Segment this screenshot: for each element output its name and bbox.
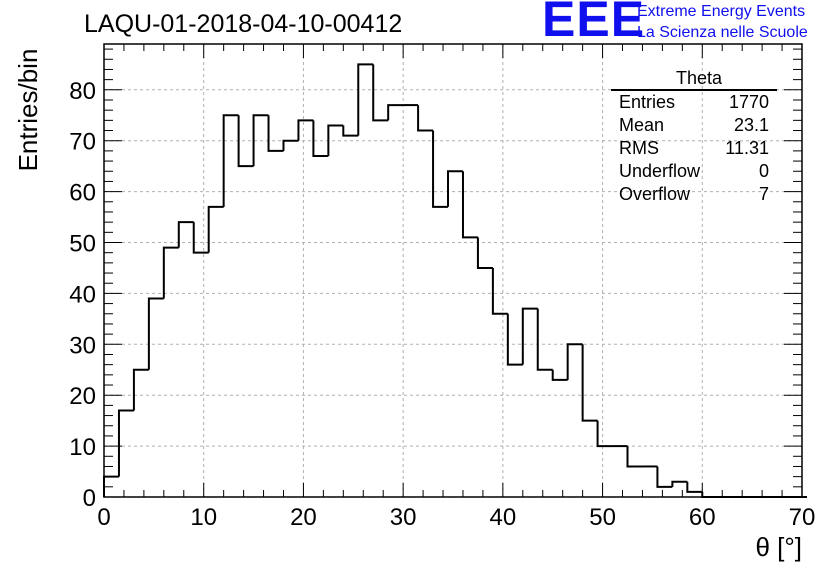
stats-box: Theta Entries 1770 Mean 23.1 RMS 11.31 U… — [611, 68, 777, 206]
x-tick-label: 30 — [390, 504, 417, 531]
histogram-bin — [551, 369, 568, 381]
histogram-bin — [536, 308, 553, 371]
histogram-bin — [222, 114, 239, 207]
histogram-bin — [207, 205, 224, 253]
stats-row-underflow: Underflow 0 — [611, 160, 777, 183]
histogram-bin — [192, 222, 209, 254]
histogram-bin — [566, 343, 583, 380]
histogram-bin — [476, 237, 493, 269]
histogram-bin — [387, 104, 404, 121]
y-tick-label: 30 — [69, 332, 96, 359]
stats-title: Theta — [611, 68, 777, 91]
histogram-bin — [417, 105, 434, 132]
histogram-bin — [581, 344, 598, 422]
stats-value: 7 — [758, 184, 769, 204]
stats-value: 1770 — [728, 92, 769, 112]
histogram-bin — [432, 130, 449, 208]
eee-logo: EEE — [542, 0, 646, 47]
y-tick-label: 80 — [69, 78, 96, 105]
histogram-bin — [117, 409, 134, 477]
histogram-bin — [252, 114, 269, 167]
histogram-bin — [147, 297, 164, 370]
stats-label: Underflow — [619, 161, 701, 181]
histogram-bin — [267, 115, 284, 152]
stats-row-rms: RMS 11.31 — [611, 137, 777, 160]
histogram-bin — [237, 115, 254, 168]
y-tick-label: 50 — [69, 231, 96, 258]
stats-label: Entries — [619, 92, 676, 112]
chart-title: LAQU-01-2018-04-10-00412 — [84, 10, 403, 38]
x-axis-label: θ [°] — [755, 532, 802, 562]
histogram-bin — [342, 125, 359, 137]
x-tick-label: 70 — [789, 504, 816, 531]
y-tick-labels: 0 10 20 30 40 50 60 70 80 — [69, 78, 96, 512]
histogram-bin — [596, 420, 613, 448]
histogram-bin — [162, 246, 179, 299]
y-tick-label: 0 — [83, 485, 96, 512]
axis-ticks — [103, 44, 803, 498]
plot-frame — [103, 43, 803, 498]
logo-line-2: La Scienza nelle Scuole — [637, 24, 808, 41]
stats-label: Mean — [619, 115, 665, 135]
y-tick-label: 10 — [69, 434, 96, 461]
x-tick-label: 0 — [97, 504, 110, 531]
grid-lines — [104, 44, 802, 497]
stats-row-mean: Mean 23.1 — [611, 114, 777, 137]
y-tick-label: 70 — [69, 129, 96, 156]
histogram-bin — [372, 64, 389, 122]
histogram-bin — [701, 491, 718, 498]
histogram-bin — [521, 307, 538, 365]
y-tick-label: 20 — [69, 383, 96, 410]
stats-label: Overflow — [619, 184, 691, 204]
histogram-bin — [357, 63, 374, 136]
histogram-bin — [626, 446, 643, 468]
y-tick-label: 40 — [69, 281, 96, 308]
x-tick-label: 60 — [689, 504, 716, 531]
x-tick-label: 20 — [290, 504, 317, 531]
stats-value: 11.31 — [725, 138, 769, 158]
histogram-bin — [297, 119, 314, 141]
x-tick-label: 40 — [490, 504, 517, 531]
histogram-bars — [103, 63, 807, 498]
histogram-bin — [282, 139, 299, 151]
histogram-bin — [671, 480, 688, 487]
y-axis-label: Entries/bin — [13, 48, 43, 172]
histogram-bin — [506, 313, 523, 366]
histogram-bin — [686, 481, 703, 493]
logo-line-1: Extreme Energy Events — [637, 3, 806, 20]
histogram-bin — [656, 466, 673, 488]
stats-value: 0 — [758, 161, 769, 181]
x-tick-label: 10 — [190, 504, 217, 531]
histogram-bin — [177, 221, 194, 248]
histogram-bin — [491, 267, 508, 315]
stats-row-overflow: Overflow 7 — [611, 183, 777, 206]
x-tick-label: 50 — [589, 504, 616, 531]
histogram-bin — [447, 170, 463, 207]
histogram-bin — [461, 171, 478, 239]
histogram-bin — [312, 120, 329, 157]
histogram-bin — [132, 368, 149, 411]
x-tick-labels: 0 10 20 30 40 50 60 70 — [97, 504, 815, 531]
stats-value: 23.1 — [733, 115, 769, 135]
histogram-bin — [327, 124, 344, 156]
stats-row-entries: Entries 1770 — [611, 91, 777, 114]
stats-label: RMS — [619, 138, 659, 158]
y-tick-label: 60 — [69, 180, 96, 207]
